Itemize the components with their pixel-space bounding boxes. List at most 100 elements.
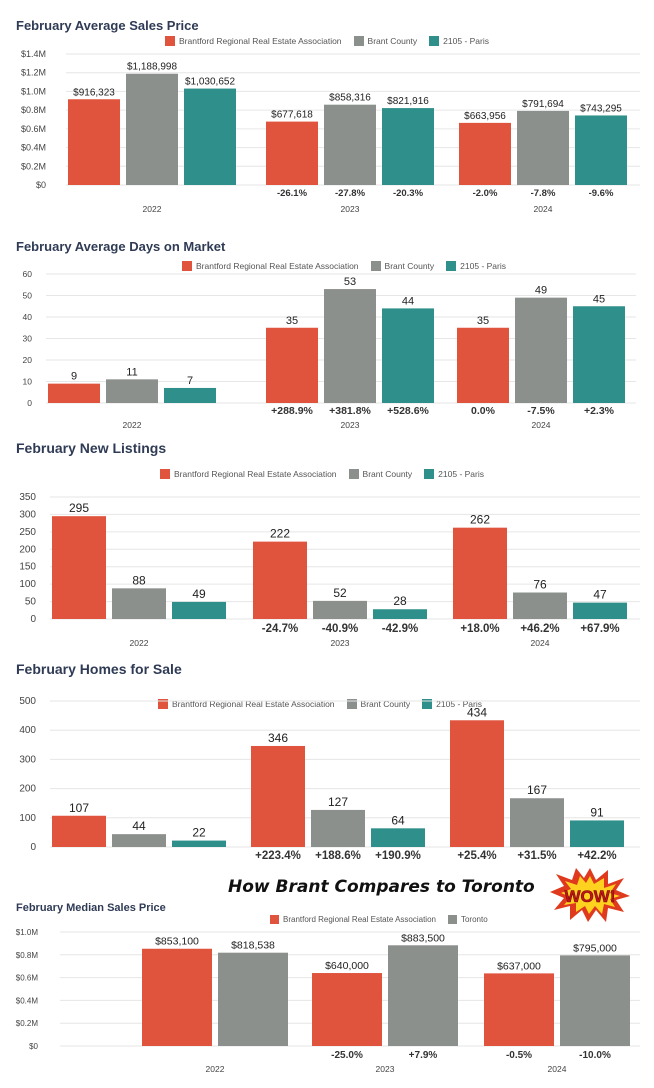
y-tick-label: $0 — [29, 1042, 38, 1051]
legend-label: Brantford Regional Real Estate Associati… — [179, 36, 342, 46]
bar — [266, 327, 318, 403]
y-tick-label: $0.4M — [16, 996, 39, 1005]
change-label: +67.9% — [580, 623, 619, 635]
bar — [112, 834, 166, 847]
legend-label: Brant County — [384, 261, 435, 271]
y-tick-label: 50 — [23, 291, 33, 301]
legend-item: Toronto — [447, 915, 488, 924]
legend-item: 2105 - Paris — [424, 469, 484, 479]
x-tick-label: 2024 — [548, 1064, 567, 1074]
x-tick-label: 2023 — [341, 420, 360, 430]
data-label: 49 — [535, 285, 547, 297]
change-label: -24.7% — [262, 623, 298, 635]
x-tick-label: 2024 — [531, 638, 550, 648]
bar — [453, 527, 507, 619]
bar — [164, 387, 216, 403]
chart-homes-for-sale: 0 100 200 300 400 500 107 44 22 346 +223.4% 127 +188… — [19, 696, 640, 862]
y-tick-label: 10 — [23, 377, 33, 387]
legend-item: Brant County — [370, 261, 435, 271]
legend-swatch — [270, 915, 279, 924]
y-tick-label: $1.0M — [16, 928, 39, 937]
chart-title: February Median Sales Price — [16, 902, 166, 914]
bar — [52, 516, 106, 619]
y-tick-label: 0 — [30, 842, 36, 853]
y-tick-label: $0.2M — [21, 161, 46, 171]
bar — [112, 588, 166, 619]
y-tick-label: 300 — [19, 509, 36, 520]
change-label: +188.6% — [315, 850, 361, 862]
legend-item: 2105 - Paris — [422, 699, 482, 709]
change-label: -7.5% — [527, 405, 555, 417]
bar — [126, 73, 178, 185]
legend-item: Brantford Regional Real Estate Associati… — [160, 469, 337, 479]
change-label: +46.2% — [520, 623, 559, 635]
change-label: -42.9% — [382, 623, 418, 635]
bar — [573, 306, 625, 403]
chart-title: February New Listings — [16, 440, 167, 456]
data-label: $791,694 — [522, 99, 564, 110]
chart-panel-homes-for-sale: February Homes for Sale Brantford Region… — [0, 655, 654, 865]
legend-swatch — [346, 699, 357, 709]
change-label: -0.5% — [506, 1050, 532, 1061]
legend-swatch — [348, 469, 359, 479]
change-label: +223.4% — [255, 850, 301, 862]
data-label: $1,030,652 — [185, 77, 235, 88]
legend-label: 2105 - Paris — [460, 261, 507, 271]
chart-panel-new-listings: February New Listings Brantford Regional… — [0, 435, 654, 655]
chart-legend: Brantford Regional Real Estate Associati… — [158, 699, 488, 709]
data-label: $743,295 — [580, 103, 622, 114]
y-tick-label: $0.2M — [16, 1019, 39, 1028]
data-label: $637,000 — [497, 960, 541, 972]
change-label: -25.0% — [331, 1050, 363, 1061]
bar — [371, 828, 425, 847]
y-tick-label: 500 — [19, 696, 36, 707]
legend-label: Brantford Regional Real Estate Associati… — [174, 469, 337, 479]
y-tick-label: 100 — [19, 813, 36, 824]
bar — [575, 115, 627, 185]
x-tick-label: 2022 — [123, 420, 142, 430]
legend-label: Brant County — [360, 699, 411, 709]
y-tick-label: $0.8M — [16, 951, 39, 960]
change-label: -40.9% — [322, 623, 358, 635]
change-label: +2.3% — [584, 405, 615, 417]
legend-swatch — [370, 261, 381, 271]
bar — [218, 952, 288, 1046]
y-tick-label: $0 — [36, 180, 46, 190]
y-tick-label: 0 — [30, 614, 36, 625]
chart-title: February Average Sales Price — [16, 18, 199, 33]
legend-swatch — [182, 261, 192, 271]
legend-item: Brant County — [348, 469, 412, 479]
change-label: -27.8% — [335, 188, 366, 199]
data-label: 88 — [132, 573, 146, 587]
change-label: +7.9% — [409, 1050, 438, 1061]
legend-item: Brantford Regional Real Estate Associati… — [158, 699, 335, 709]
change-label: -7.8% — [531, 188, 556, 199]
data-label: 52 — [333, 586, 347, 600]
bar — [184, 88, 236, 185]
chart-panel-median-price: February Median Sales Price Brantford Re… — [0, 895, 654, 1088]
change-label: +42.2% — [577, 850, 616, 862]
bar — [48, 383, 100, 403]
data-label: $1,188,998 — [127, 62, 177, 73]
bar — [68, 99, 120, 185]
data-label: $821,916 — [387, 96, 429, 107]
legend-swatch — [165, 36, 175, 46]
data-label: $640,000 — [325, 960, 369, 972]
legend-item: 2105 - Paris — [429, 36, 489, 46]
y-tick-label: 0 — [27, 398, 32, 408]
bar — [450, 720, 504, 847]
bar — [172, 601, 226, 619]
legend-item: 2105 - Paris — [446, 261, 506, 271]
y-tick-label: 200 — [19, 544, 36, 555]
data-label: 7 — [187, 375, 193, 387]
data-label: 22 — [192, 826, 206, 840]
y-tick-label: 60 — [23, 269, 33, 279]
data-label: 167 — [527, 783, 547, 797]
y-tick-label: 150 — [19, 562, 36, 573]
data-label: 53 — [344, 276, 356, 288]
data-label: 49 — [192, 587, 206, 601]
change-label: +18.0% — [460, 623, 499, 635]
x-tick-label: 2023 — [376, 1064, 395, 1074]
bar — [324, 104, 376, 185]
data-label: 222 — [270, 527, 290, 541]
